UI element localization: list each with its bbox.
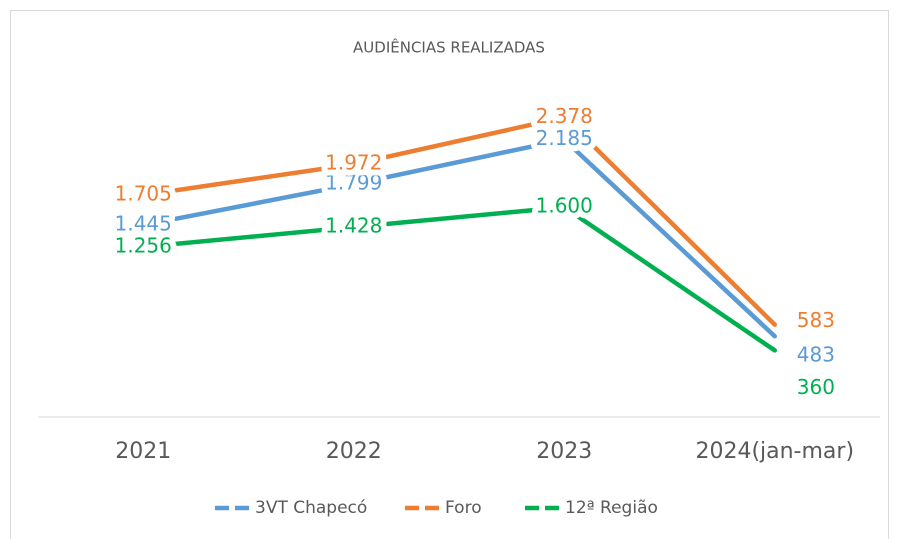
data-label: 1.799 bbox=[325, 171, 382, 195]
x-tick-label: 2023 bbox=[536, 439, 592, 464]
line-series bbox=[141, 114, 777, 327]
chart-frame bbox=[10, 10, 889, 539]
legend-label: 3VT Chapecó bbox=[255, 498, 367, 518]
line-series bbox=[141, 137, 777, 339]
data-label: 1.428 bbox=[325, 214, 382, 238]
line-series bbox=[141, 204, 777, 353]
data-label: 583 bbox=[797, 308, 835, 332]
data-label: 1.256 bbox=[115, 233, 172, 257]
data-label: 1.972 bbox=[325, 151, 382, 175]
data-label: 1.445 bbox=[115, 212, 172, 236]
data-label: 2.378 bbox=[536, 104, 593, 128]
data-label: 1.705 bbox=[115, 182, 172, 206]
data-label: 1.600 bbox=[536, 194, 593, 218]
data-label: 483 bbox=[797, 343, 835, 367]
data-label: 2.185 bbox=[536, 126, 593, 150]
legend-label: 12ª Região bbox=[565, 498, 658, 518]
x-tick-label: 2024(jan-mar) bbox=[695, 439, 854, 464]
x-tick-label: 2022 bbox=[326, 439, 382, 464]
x-tick-label: 2021 bbox=[115, 439, 171, 464]
legend-label: Foro bbox=[445, 498, 482, 518]
chart-title: AUDIÊNCIAS REALIZADAS bbox=[353, 38, 545, 57]
data-label: 360 bbox=[797, 375, 835, 399]
